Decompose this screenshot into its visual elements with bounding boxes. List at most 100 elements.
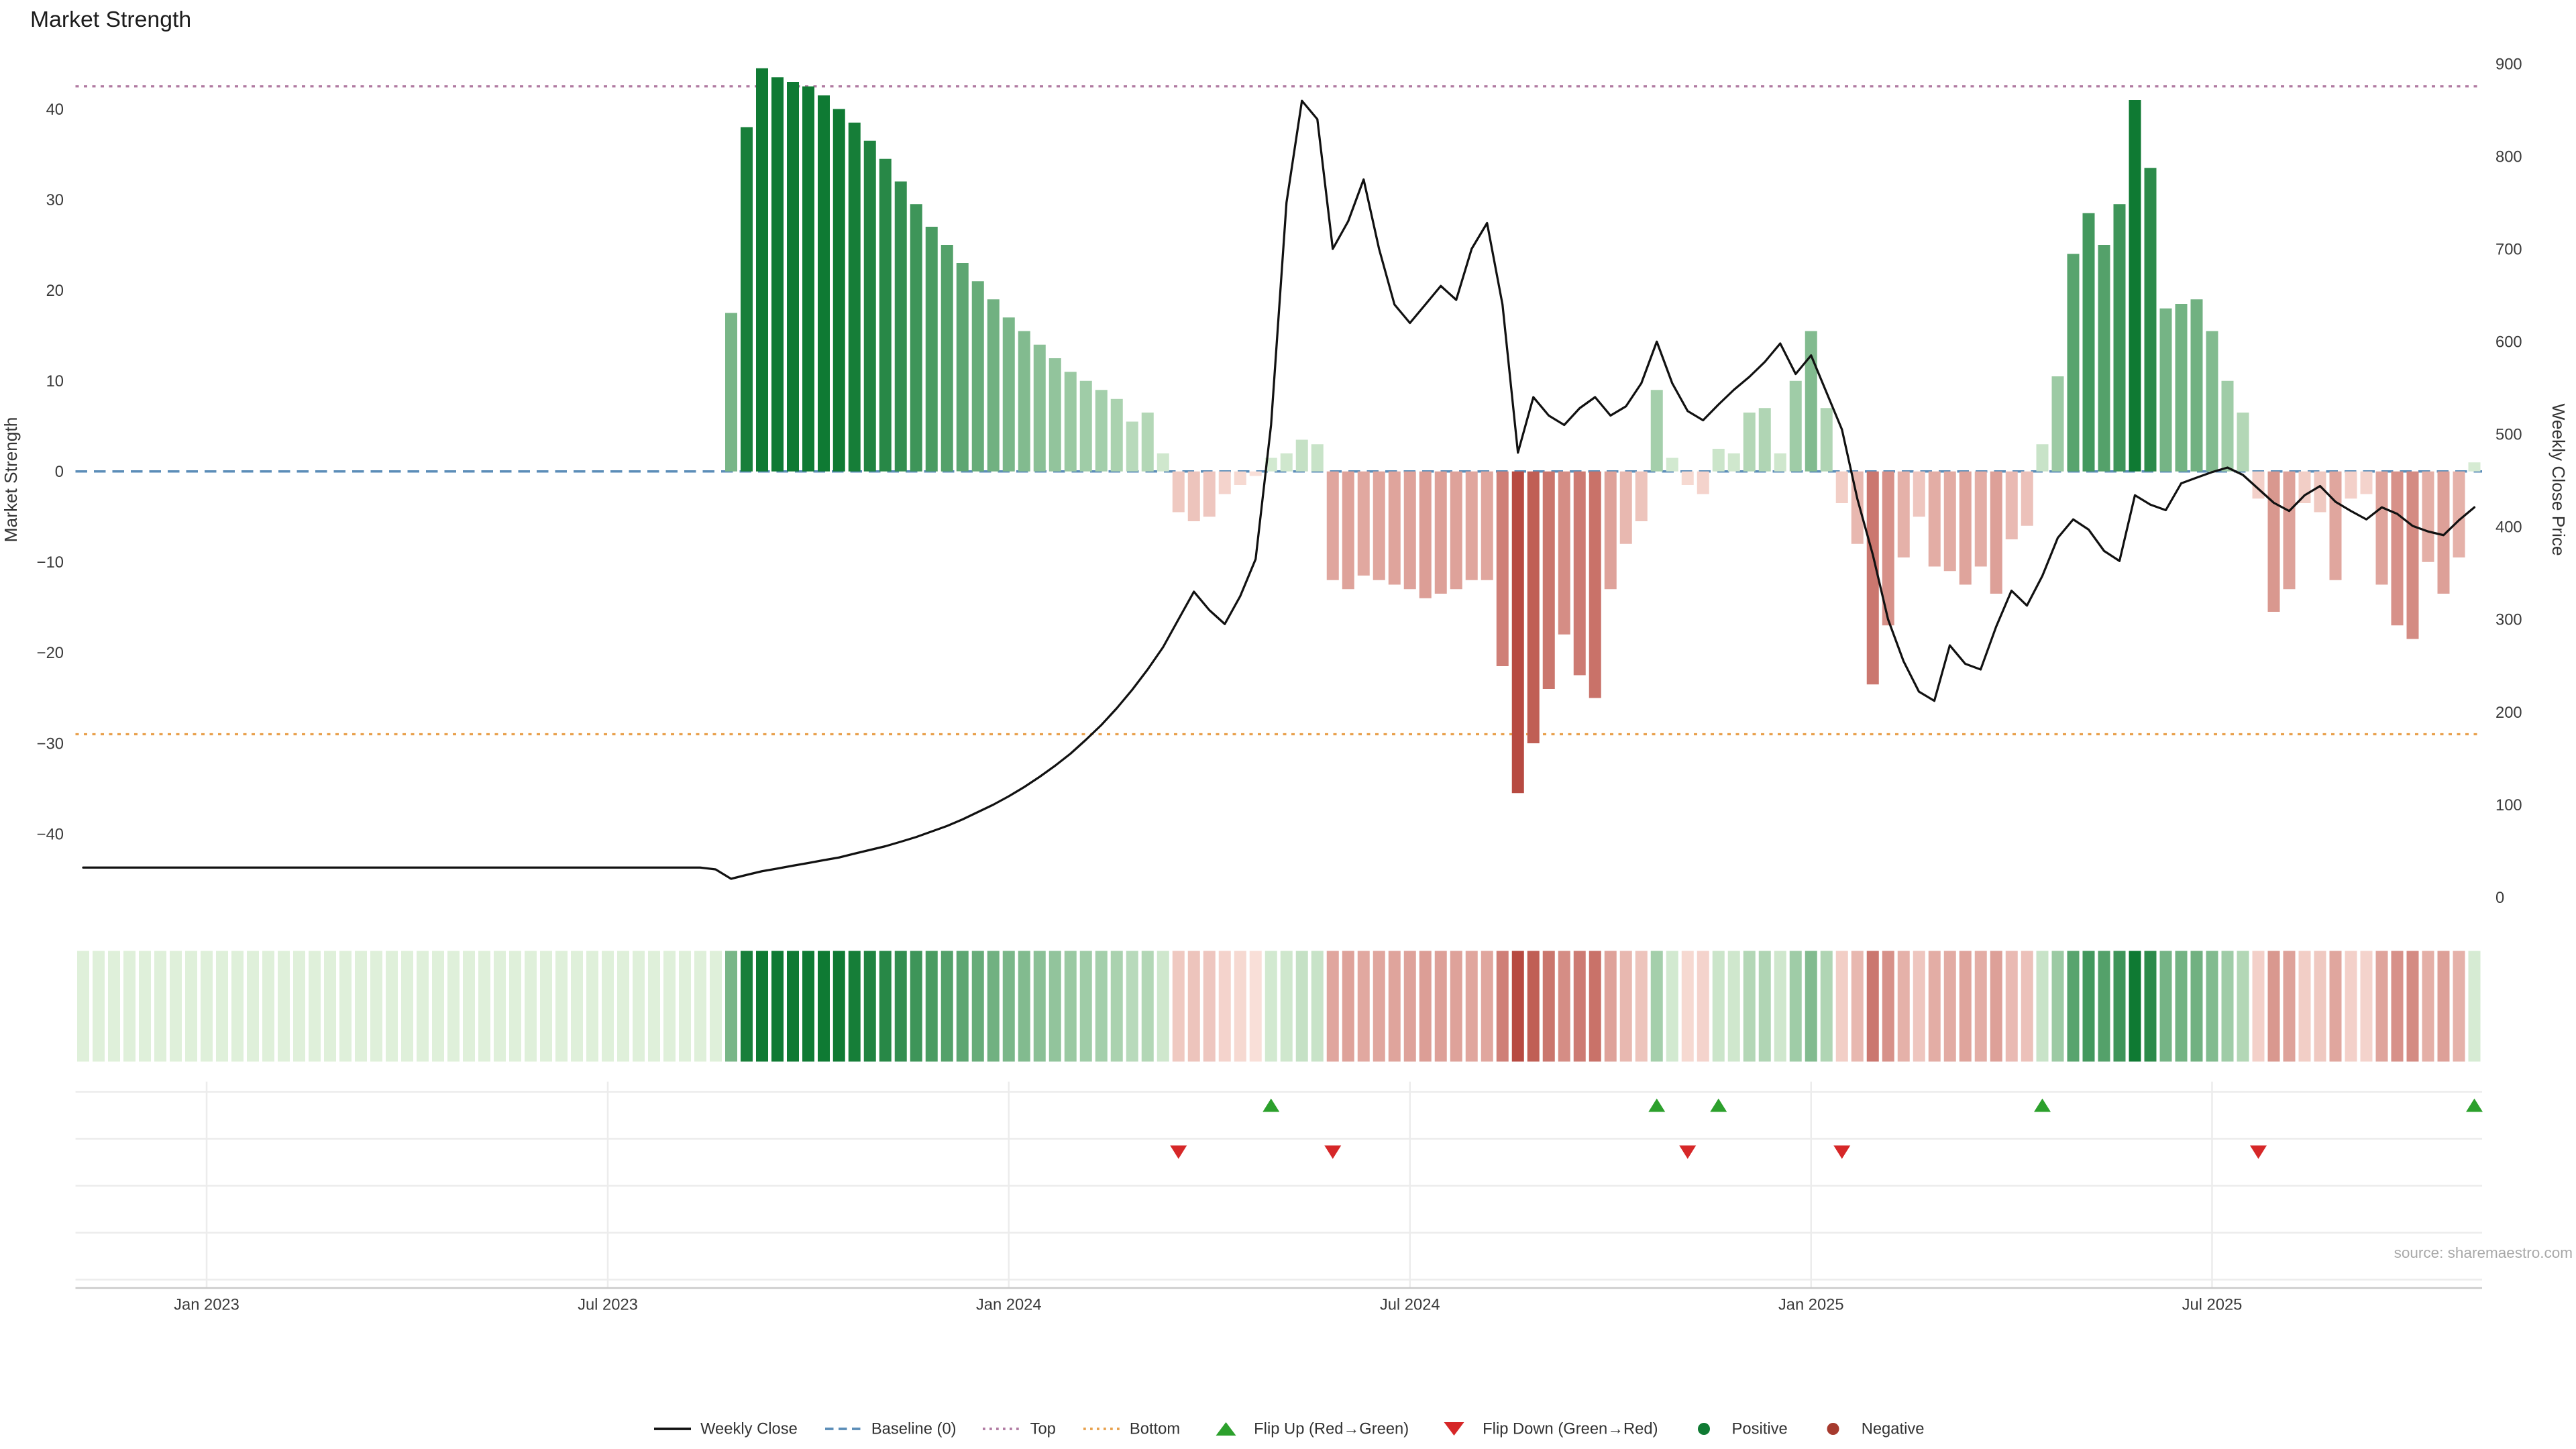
strength-bar: [833, 109, 845, 472]
strength-bar: [2329, 471, 2342, 580]
heatmap-cell: [2237, 951, 2249, 1062]
right-tick-label: 200: [2496, 704, 2522, 722]
heatmap-cell: [879, 951, 892, 1062]
strength-bar: [1095, 390, 1108, 472]
heatmap-cell: [1419, 951, 1432, 1062]
heatmap-cell: [1049, 951, 1061, 1062]
strength-bar: [1450, 471, 1462, 590]
heatmap-cell: [1558, 951, 1570, 1062]
strength-bar: [1465, 471, 1478, 580]
heatmap-cell: [1265, 951, 1277, 1062]
strength-bar: [971, 281, 984, 472]
strength-bar: [1234, 471, 1246, 485]
heatmap-cell: [1465, 951, 1478, 1062]
flip-up-marker: [1263, 1098, 1280, 1112]
legend-item-flip-down-green-red: Flip Down (Green→Red): [1434, 1419, 1658, 1439]
legend-item-positive: Positive: [1683, 1419, 1788, 1439]
strength-bar: [2175, 304, 2188, 472]
strength-bar: [1990, 471, 2002, 594]
heatmap-cell: [2468, 951, 2481, 1062]
heatmap-cell: [1481, 951, 1493, 1062]
heatmap-cell: [2267, 951, 2280, 1062]
heatmap-cell: [1959, 951, 1972, 1062]
heatmap-cell: [2175, 951, 2188, 1062]
heatmap-cell: [463, 951, 475, 1062]
flip-down-marker: [1679, 1145, 1697, 1159]
strength-bar: [2067, 254, 2080, 472]
legend-label: Baseline (0): [871, 1419, 957, 1438]
strength-bar: [1558, 471, 1570, 635]
strength-bar: [2113, 204, 2126, 472]
heatmap-cell: [910, 951, 922, 1062]
strength-bar: [2221, 380, 2234, 472]
heatmap-cell: [555, 951, 568, 1062]
heatmap-cell: [2082, 951, 2095, 1062]
flip-down-marker: [1324, 1145, 1342, 1159]
strength-bar: [863, 140, 876, 472]
heatmap-cell: [509, 951, 522, 1062]
strength-bar: [2314, 471, 2326, 513]
legend-item-negative: Negative: [1813, 1419, 1924, 1439]
strength-bar: [2036, 444, 2049, 472]
right-tick-label: 0: [2496, 889, 2504, 907]
heatmap-cell: [1573, 951, 1586, 1062]
heatmap-cell: [833, 951, 845, 1062]
heatmap-cell: [494, 951, 506, 1062]
heatmap-cell: [2345, 951, 2357, 1062]
strength-bar: [1126, 421, 1138, 472]
strength-bar: [2206, 331, 2218, 472]
heatmap-cell: [540, 951, 552, 1062]
legend-item-bottom: Bottom: [1081, 1419, 1180, 1439]
strength-bar: [1295, 439, 1308, 472]
legend-label: Bottom: [1129, 1419, 1181, 1438]
right-axis-title: Weekly Close Price: [2548, 403, 2569, 555]
heatmap-cell: [432, 951, 445, 1062]
heatmap-cell: [1758, 951, 1771, 1062]
strength-bar: [2190, 299, 2203, 472]
heatmap-cell: [1650, 951, 1663, 1062]
axes: −40−30−20−100102030400100200300400500600…: [37, 55, 2522, 1313]
heatmap-cell: [139, 951, 151, 1062]
heatmap-cell: [1326, 951, 1339, 1062]
heatmap-cell: [1342, 951, 1354, 1062]
heatmap-cell: [108, 951, 120, 1062]
heatmap-cell: [787, 951, 799, 1062]
heatmap-cell: [1542, 951, 1555, 1062]
heatmap-cell: [1774, 951, 1786, 1062]
flip-down-marker: [1833, 1145, 1851, 1159]
heatmap-cell: [247, 951, 259, 1062]
heatmap-cell: [2129, 951, 2141, 1062]
strength-bar: [1650, 390, 1663, 472]
heatmap-cell: [2190, 951, 2203, 1062]
heatmap-cell: [1527, 951, 1540, 1062]
strength-bar: [848, 122, 861, 472]
strength-bar: [1697, 471, 1709, 494]
strength-bar: [941, 245, 953, 472]
legend-label: Positive: [1731, 1419, 1788, 1438]
heatmap-cell: [1589, 951, 1601, 1062]
heatmap-cell: [478, 951, 491, 1062]
heatmap-cell: [2144, 951, 2157, 1062]
heatmap-cell: [1434, 951, 1447, 1062]
heatmap-cell: [586, 951, 599, 1062]
strength-bar: [1172, 471, 1185, 513]
heatmap-cell: [1943, 951, 1956, 1062]
heatmap-cell: [123, 951, 136, 1062]
left-tick-label: −40: [37, 825, 64, 843]
heatmap-cell: [2298, 951, 2311, 1062]
heatmap-cell: [1835, 951, 1848, 1062]
heatmap-cell: [1249, 951, 1262, 1062]
heatmap-cell: [2283, 951, 2296, 1062]
strength-bar: [1820, 408, 1833, 472]
heatmap-cell: [771, 951, 784, 1062]
heatmap-cell: [956, 951, 969, 1062]
strength-bar: [1527, 471, 1540, 743]
legend-item-flip-up-red-green: Flip Up (Red→Green): [1205, 1419, 1409, 1439]
heatmap-cell: [1172, 951, 1185, 1062]
heatmap-cell: [324, 951, 336, 1062]
dotted-line-icon: [983, 1428, 1020, 1430]
heatmap-cell: [1805, 951, 1817, 1062]
chart-title: Market Strength: [30, 7, 192, 32]
heatmap-cell: [2252, 951, 2265, 1062]
